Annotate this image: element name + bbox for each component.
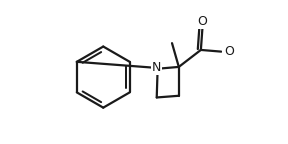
Text: O: O [198,15,208,28]
Text: N: N [152,61,161,74]
Text: O: O [224,45,234,58]
